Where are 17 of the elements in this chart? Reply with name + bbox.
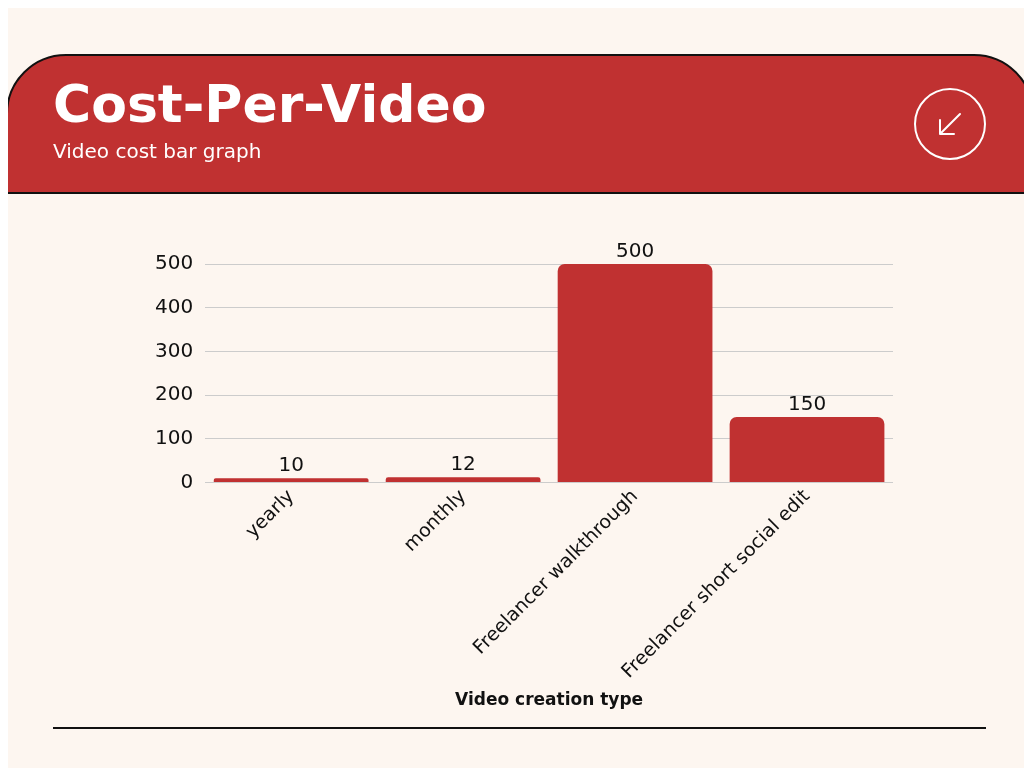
- bar: [213, 478, 369, 482]
- chart-title: Cost-Per-Video: [53, 74, 487, 134]
- data-label: 500: [615, 238, 655, 263]
- y-tick-label: 500: [154, 250, 194, 275]
- y-tick-label: 400: [154, 293, 194, 318]
- y-tick-label: 0: [180, 468, 194, 493]
- y-tick-label: 300: [154, 337, 194, 362]
- data-label: 150: [787, 391, 827, 416]
- bar: [729, 416, 885, 482]
- data-label: 12: [450, 451, 476, 476]
- data-label: 10: [278, 452, 304, 477]
- y-tick-label: 200: [154, 381, 194, 406]
- chart-subtitle: Video cost bar graph: [53, 139, 262, 163]
- y-tick-label: 100: [154, 425, 194, 449]
- bar: [557, 264, 713, 482]
- bar: [385, 477, 541, 482]
- x-axis-title: Video creation type: [455, 689, 644, 710]
